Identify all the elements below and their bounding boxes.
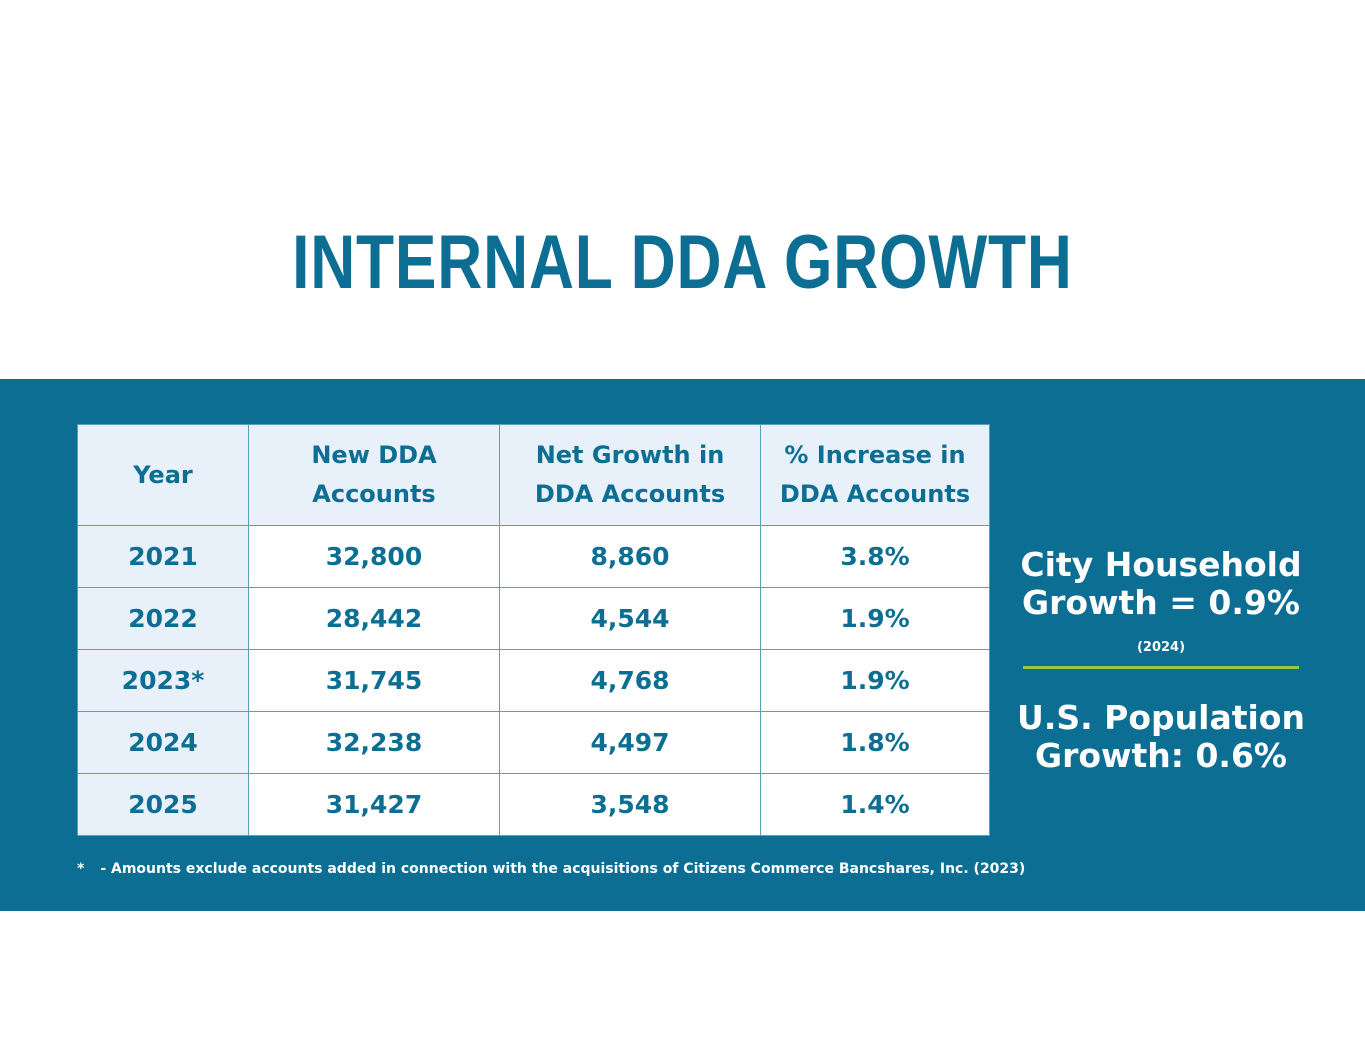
table-header-row: Year New DDA Accounts Net Growth in DDA … — [77, 424, 990, 526]
page-title: INTERNAL DDA GROWTH — [292, 220, 1073, 305]
cell-pct-increase: 1.4% — [760, 773, 990, 836]
cell-new-dda: 32,800 — [248, 525, 500, 588]
header-new-dda: New DDA Accounts — [248, 424, 500, 526]
city-household-line1: City Household — [1020, 545, 1302, 584]
growth-stats-panel: City Household Growth = 0.9% (2024) U.S.… — [1012, 546, 1310, 775]
header-pct-increase: % Increase in DDA Accounts — [760, 424, 990, 526]
cell-net-growth: 3,548 — [499, 773, 761, 836]
header-new-dda-line2: Accounts — [312, 480, 436, 508]
stats-divider — [1023, 666, 1299, 669]
cell-new-dda: 32,238 — [248, 711, 500, 774]
city-household-growth: City Household Growth = 0.9% — [1012, 546, 1310, 622]
cell-new-dda: 31,427 — [248, 773, 500, 836]
footnote-marker: * — [77, 861, 85, 877]
cell-net-growth: 8,860 — [499, 525, 761, 588]
table-row: 2024 32,238 4,497 1.8% — [77, 711, 990, 774]
cell-net-growth: 4,544 — [499, 587, 761, 650]
us-population-line1: U.S. Population — [1017, 698, 1305, 737]
cell-pct-increase: 1.9% — [760, 649, 990, 712]
table-row: 2021 32,800 8,860 3.8% — [77, 525, 990, 588]
cell-year: 2022 — [77, 587, 249, 650]
city-household-year: (2024) — [1136, 640, 1186, 655]
cell-pct-increase: 1.9% — [760, 587, 990, 650]
dda-growth-table: Year New DDA Accounts Net Growth in DDA … — [77, 424, 990, 836]
header-year: Year — [77, 424, 249, 526]
cell-net-growth: 4,497 — [499, 711, 761, 774]
cell-pct-increase: 1.8% — [760, 711, 990, 774]
cell-net-growth: 4,768 — [499, 649, 761, 712]
footnote: * - Amounts exclude accounts added in con… — [77, 861, 1025, 877]
cell-pct-increase: 3.8% — [760, 525, 990, 588]
us-population-line2: Growth: 0.6% — [1035, 736, 1287, 775]
cell-new-dda: 28,442 — [248, 587, 500, 650]
cell-year: 2023* — [77, 649, 249, 712]
us-population-growth: U.S. Population Growth: 0.6% — [1012, 699, 1310, 775]
cell-year: 2021 — [77, 525, 249, 588]
cell-year: 2025 — [77, 773, 249, 836]
header-net-growth-line1: Net Growth in — [535, 441, 725, 469]
header-pct-increase-line1: % Increase in — [784, 441, 966, 469]
cell-new-dda: 31,745 — [248, 649, 500, 712]
city-household-line2: Growth = 0.9% — [1022, 583, 1300, 622]
cell-year: 2024 — [77, 711, 249, 774]
footnote-text: - Amounts exclude accounts added in conn… — [100, 861, 1026, 877]
table-row: 2023* 31,745 4,768 1.9% — [77, 649, 990, 712]
header-net-growth-line2: DDA Accounts — [534, 480, 726, 508]
table-row: 2025 31,427 3,548 1.4% — [77, 773, 990, 836]
header-net-growth: Net Growth in DDA Accounts — [499, 424, 761, 526]
header-pct-increase-line2: DDA Accounts — [779, 480, 971, 508]
table-row: 2022 28,442 4,544 1.9% — [77, 587, 990, 650]
header-new-dda-line1: New DDA — [311, 441, 437, 469]
